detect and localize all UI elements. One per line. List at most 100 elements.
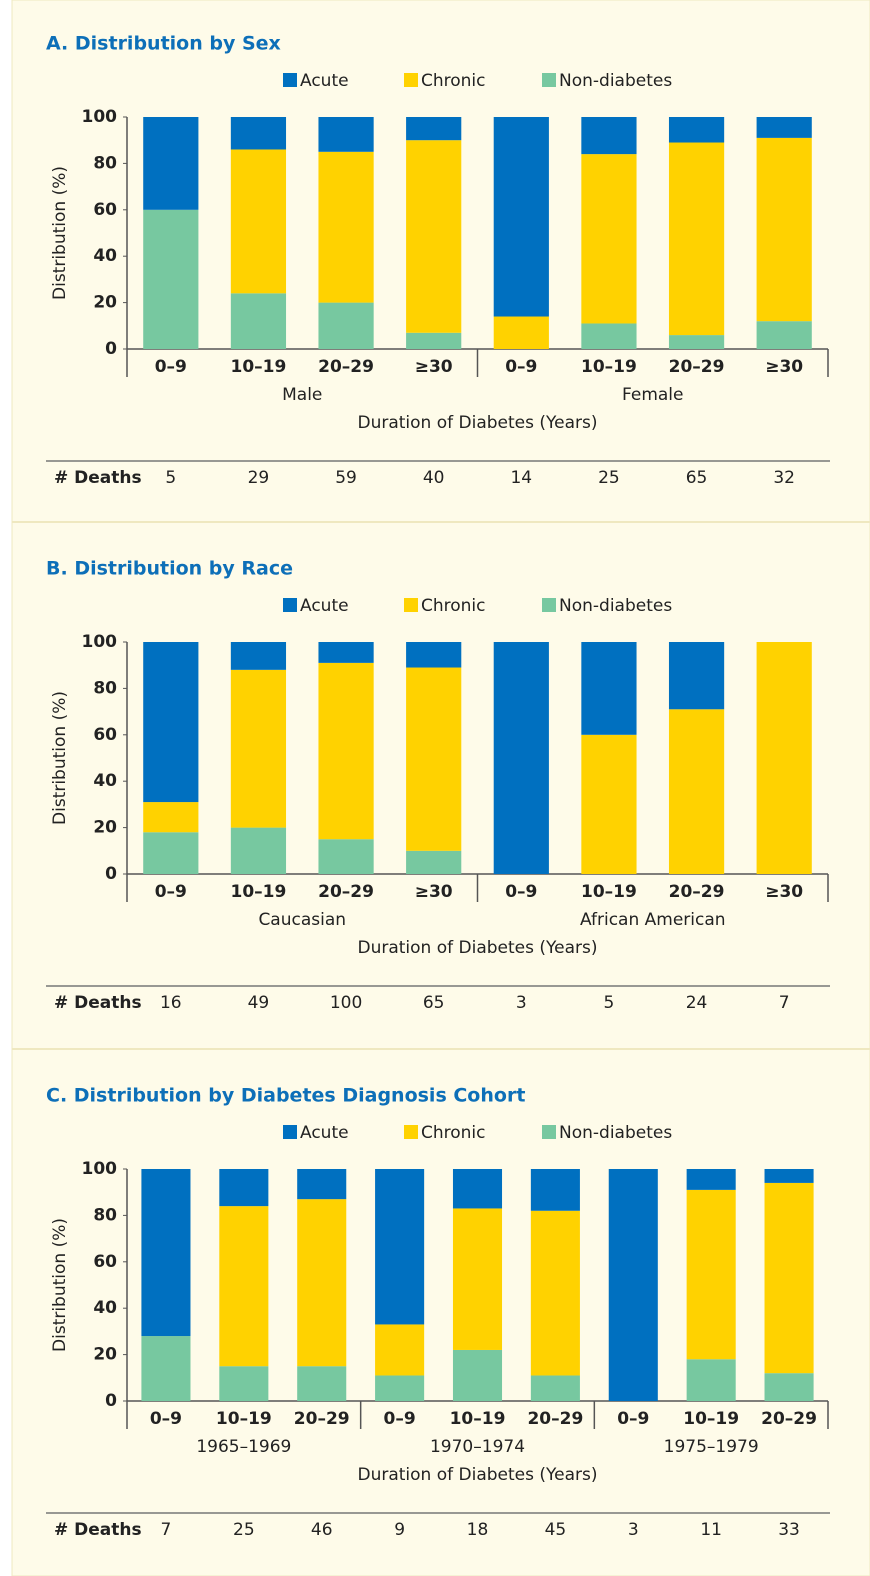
bar-segment — [668, 709, 725, 874]
bar-segment — [530, 1375, 580, 1401]
bar-segment — [375, 1375, 425, 1401]
group-label: 1965–1969 — [196, 1437, 291, 1457]
y-tick-label: 40 — [93, 771, 117, 791]
deaths-value: 49 — [248, 993, 270, 1013]
group-label: Caucasian — [258, 910, 346, 930]
bar-segment — [297, 1199, 347, 1367]
deaths-value: 5 — [165, 468, 176, 488]
x-tick-label: 20–29 — [318, 357, 374, 377]
bar-segment — [756, 642, 812, 874]
deaths-value: 59 — [335, 468, 357, 488]
deaths-value: 65 — [686, 468, 708, 488]
deaths-value: 45 — [545, 1520, 567, 1540]
legend-label: Non-diabetes — [559, 71, 672, 91]
y-tick-label: 40 — [93, 246, 117, 266]
bar-segment — [686, 1359, 736, 1401]
bar-segment — [318, 642, 374, 663]
y-tick-label: 40 — [93, 1298, 117, 1318]
bar-segment — [581, 734, 637, 874]
bar-segment — [318, 302, 374, 349]
legend-swatch — [283, 73, 297, 87]
legend-swatch — [283, 1125, 297, 1139]
bar-segment — [143, 209, 199, 349]
bar-segment — [608, 1169, 658, 1401]
x-tick-label: 20–29 — [669, 882, 725, 902]
deaths-value: 14 — [510, 468, 532, 488]
deaths-value: 3 — [628, 1520, 639, 1540]
x-tick-label: 0–9 — [150, 1409, 182, 1429]
x-tick-label: 20–29 — [294, 1409, 350, 1429]
x-tick-label: 10–19 — [231, 357, 287, 377]
bar-segment — [686, 1169, 736, 1190]
bar-segment — [219, 1366, 269, 1401]
y-axis-label: Distribution (%) — [50, 691, 70, 825]
bar-segment — [230, 117, 287, 150]
x-tick-label: 10–19 — [216, 1409, 272, 1429]
deaths-label: # Deaths — [54, 1520, 142, 1540]
bar-segment — [493, 117, 549, 317]
bar-segment — [452, 1169, 503, 1209]
y-tick-label: 80 — [93, 678, 117, 698]
deaths-value: 18 — [467, 1520, 489, 1540]
deaths-value: 29 — [248, 468, 270, 488]
group-label: Male — [282, 385, 322, 405]
bar-segment — [668, 117, 725, 143]
deaths-value: 100 — [330, 993, 362, 1013]
deaths-label: # Deaths — [54, 468, 142, 488]
deaths-value: 65 — [423, 993, 445, 1013]
y-axis-label: Distribution (%) — [50, 166, 70, 300]
bar-segment — [668, 642, 725, 710]
bar-segment — [493, 642, 549, 874]
y-tick-label: 100 — [82, 1159, 118, 1179]
bar-segment — [756, 321, 812, 349]
deaths-value: 32 — [773, 468, 795, 488]
bar-segment — [530, 1169, 580, 1211]
x-tick-label: 10–19 — [450, 1409, 506, 1429]
bar-segment — [764, 1373, 814, 1401]
deaths-value: 24 — [686, 993, 708, 1013]
x-tick-label: 10–19 — [581, 357, 637, 377]
legend-swatch — [404, 73, 418, 87]
legend-swatch — [542, 1125, 556, 1139]
deaths-value: 25 — [233, 1520, 255, 1540]
bar-segment — [581, 117, 637, 155]
legend-label: Chronic — [421, 71, 486, 91]
legend-swatch — [542, 73, 556, 87]
bar-segment — [406, 850, 462, 874]
bar-segment — [581, 323, 637, 349]
bar-segment — [143, 642, 199, 803]
y-tick-label: 20 — [93, 818, 117, 838]
y-tick-label: 60 — [93, 725, 117, 745]
bar-segment — [141, 1169, 191, 1337]
x-axis-label: Duration of Diabetes (Years) — [357, 1465, 597, 1485]
group-label: African American — [580, 910, 726, 930]
legend-swatch — [404, 598, 418, 612]
bar-segment — [406, 642, 462, 668]
bar-segment — [230, 149, 287, 294]
bar-segment — [297, 1169, 347, 1200]
bar-segment — [318, 839, 374, 874]
y-tick-label: 20 — [93, 293, 117, 313]
group-label: 1975–1979 — [664, 1437, 759, 1457]
deaths-value: 7 — [161, 1520, 172, 1540]
bar-segment — [219, 1206, 269, 1367]
y-tick-label: 80 — [93, 1205, 117, 1225]
bar-segment — [143, 117, 199, 210]
legend-swatch — [283, 598, 297, 612]
legend-swatch — [542, 598, 556, 612]
legend-label: Acute — [300, 596, 349, 616]
panel-title: C. Distribution by Diabetes Diagnosis Co… — [46, 1085, 525, 1107]
x-tick-label: ≥30 — [765, 357, 803, 377]
bar-segment — [581, 154, 637, 324]
x-tick-label: 20–29 — [527, 1409, 583, 1429]
bar-segment — [141, 1336, 191, 1401]
y-tick-label: 100 — [82, 107, 118, 127]
bar-segment — [756, 117, 812, 138]
x-tick-label: 0–9 — [505, 357, 537, 377]
deaths-value: 40 — [423, 468, 445, 488]
deaths-value: 46 — [311, 1520, 333, 1540]
deaths-value: 7 — [779, 993, 790, 1013]
x-axis-label: Duration of Diabetes (Years) — [357, 938, 597, 958]
bar-segment — [406, 140, 462, 333]
